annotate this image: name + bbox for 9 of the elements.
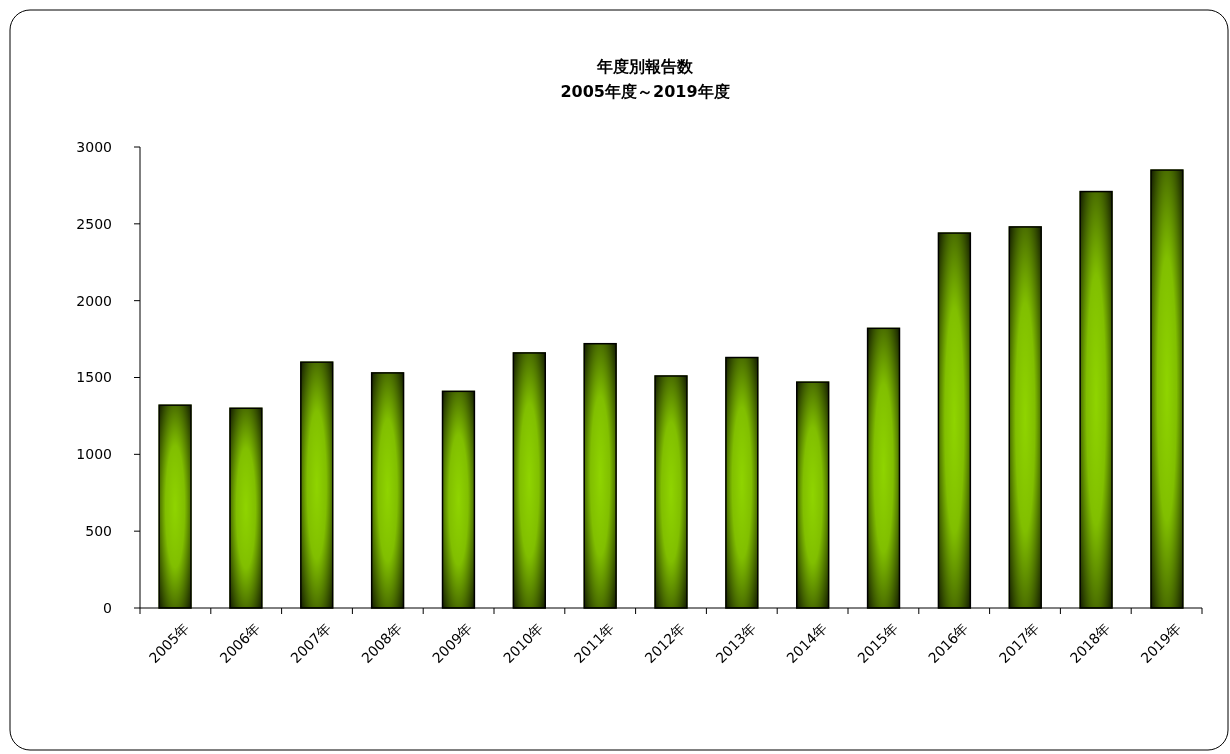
y-tick-label: 2500	[76, 215, 112, 232]
y-tick-label: 0	[103, 599, 112, 616]
y-tick-label: 3000	[76, 138, 112, 155]
y-tick-label: 500	[85, 523, 112, 540]
chart-subtitle: 2005年度～2019年度	[560, 82, 730, 101]
chart-title: 年度別報告数	[596, 57, 694, 76]
y-tick-label: 1000	[76, 446, 112, 463]
y-tick-label: 2000	[76, 292, 112, 309]
y-tick-label: 1500	[76, 369, 112, 386]
